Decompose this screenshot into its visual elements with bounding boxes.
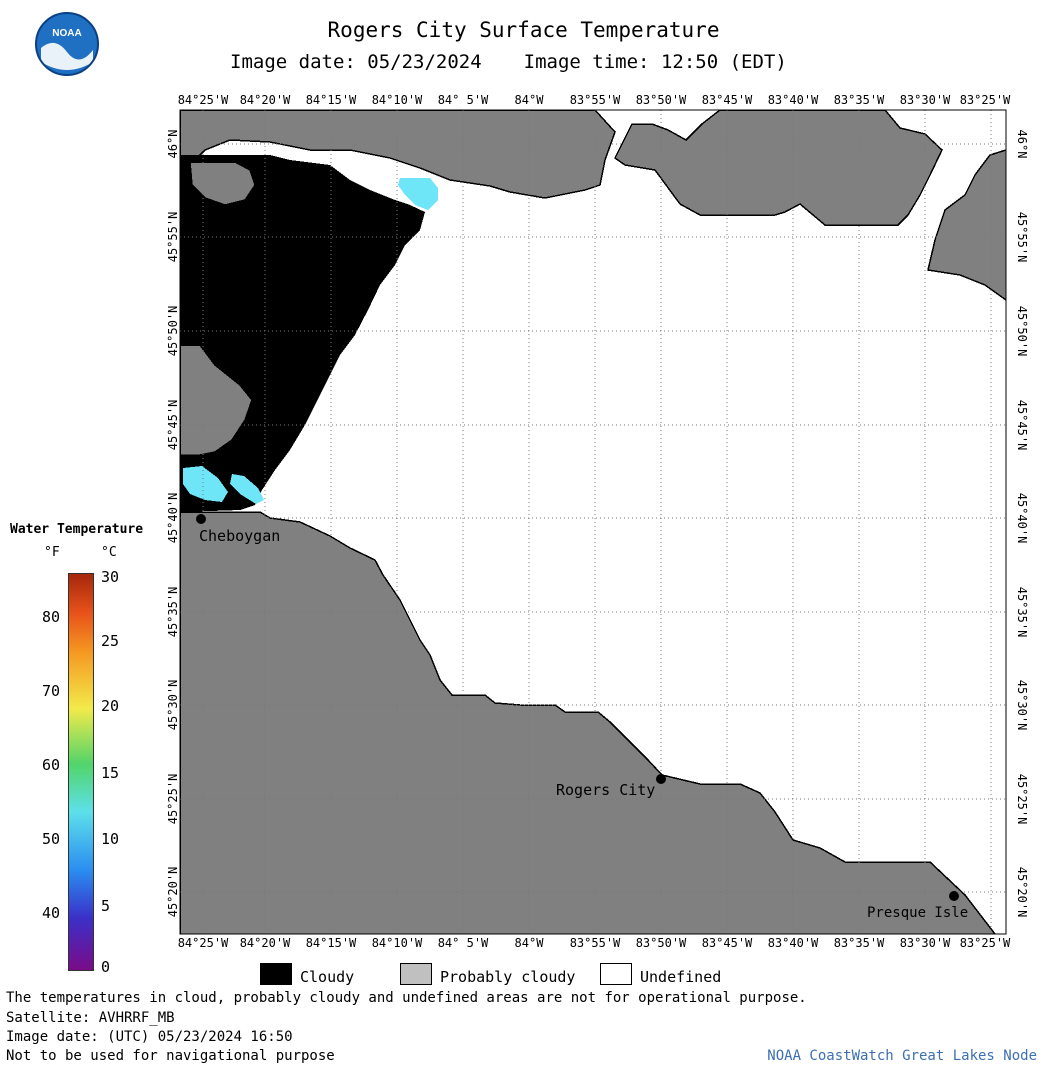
c-tick: 25 [101, 632, 120, 650]
place-label-cheboygan: Cheboygan [199, 527, 280, 545]
lon-label-bottom: 84°25'W [178, 936, 229, 950]
key-label-probably-cloudy: Probably cloudy [440, 968, 576, 986]
key-swatch-cloudy [260, 963, 292, 985]
c-tick: 0 [101, 958, 111, 976]
satellite-note: Satellite: AVHRRF_MB [6, 1010, 175, 1026]
land-east-point [927, 149, 1006, 301]
lat-label-left: 45°50'N [166, 306, 180, 357]
f-tick: 80 [41, 608, 60, 626]
lat-label-left: 45°25'N [166, 774, 180, 825]
water-cells-west [183, 466, 228, 502]
credit-note: NOAA CoastWatch Great Lakes Node [767, 1048, 1037, 1064]
lon-label-bottom: 83°50'W [636, 936, 687, 950]
lat-label-right: 45°50'N [1015, 306, 1029, 357]
lat-label-right: 45°55'N [1015, 212, 1029, 263]
c-tick: 15 [101, 764, 120, 782]
utc-date-note: Image date: (UTC) 05/23/2024 16:50 [6, 1029, 293, 1045]
c-tick: 30 [101, 568, 120, 586]
land-north-inlet [189, 161, 256, 206]
logo-text: NOAA [52, 28, 81, 39]
unit-fahrenheit: °F [44, 545, 60, 560]
lon-label-top: 83°40'W [768, 93, 819, 107]
f-tick: 60 [41, 756, 60, 774]
lon-label-top: 84° 5'W [438, 93, 489, 107]
lon-label-top: 83°30'W [900, 93, 951, 107]
lat-label-right: 46°N [1015, 130, 1029, 159]
lon-label-bottom: 83°35'W [834, 936, 885, 950]
water-cells-north [398, 178, 438, 210]
lat-label-right: 45°25'N [1015, 774, 1029, 825]
key-swatch-undefined [600, 963, 632, 985]
lat-label-left: 45°30'N [166, 680, 180, 731]
lon-label-bottom: 83°40'W [768, 936, 819, 950]
lon-label-bottom: 83°25'W [960, 936, 1011, 950]
cheboygan-marker [196, 514, 206, 524]
cloud-cover [180, 155, 425, 512]
lon-label-bottom: 84°15'W [306, 936, 357, 950]
water-cells-west-2 [230, 474, 264, 504]
legend-title: Water Temperature [10, 522, 144, 537]
image-time: Image time: 12:50 (EDT) [523, 51, 787, 73]
place-label-presque-isle: Presque Isle [867, 905, 968, 921]
noaa-logo: NOAA [35, 12, 99, 76]
lon-label-top: 83°50'W [636, 93, 687, 107]
land-northeast [614, 110, 943, 226]
lat-label-right: 45°30'N [1015, 680, 1029, 731]
f-tick: 50 [41, 830, 60, 848]
c-tick: 20 [101, 697, 120, 715]
lat-label-left: 45°55'N [166, 212, 180, 263]
lat-label-right: 45°35'N [1015, 587, 1029, 638]
lon-label-top: 83°45'W [702, 93, 753, 107]
lon-label-bottom: 84°W [515, 936, 545, 950]
lat-label-left: 46°N [166, 130, 180, 159]
rogers-city-marker [656, 774, 666, 784]
lon-label-top: 83°35'W [834, 93, 885, 107]
lat-label-left: 45°40'N [166, 493, 180, 544]
lon-label-bottom: 83°45'W [702, 936, 753, 950]
temperature-colorbar [68, 573, 94, 971]
f-tick: 70 [41, 682, 60, 700]
lon-label-bottom: 84°20'W [240, 936, 291, 950]
map-frame [179, 109, 1007, 935]
c-tick: 10 [101, 830, 120, 848]
lon-label-top: 84°10'W [372, 93, 423, 107]
lon-label-bottom: 84° 5'W [438, 936, 489, 950]
disclaimer-note: The temperatures in cloud, probably clou… [6, 990, 807, 1006]
map-title: Rogers City Surface Temperature [327, 18, 720, 42]
unit-celsius: °C [101, 545, 117, 560]
lat-label-right: 45°40'N [1015, 493, 1029, 544]
lat-label-right: 45°45'N [1015, 400, 1029, 451]
key-label-undefined: Undefined [640, 968, 722, 986]
image-date: Image date: 05/23/2024 [230, 51, 482, 73]
lon-label-top: 84°15'W [306, 93, 357, 107]
lon-label-top: 84°20'W [240, 93, 291, 107]
lon-label-top: 83°55'W [570, 93, 621, 107]
image-datetime: Image date: 05/23/2024 Image time: 12:50 … [230, 51, 787, 73]
lat-label-right: 45°20'N [1015, 867, 1029, 918]
lon-label-bottom: 83°30'W [900, 936, 951, 950]
navigation-note: Not to be used for navigational purpose [6, 1048, 335, 1064]
lat-label-left: 45°45'N [166, 400, 180, 451]
lat-label-left: 45°35'N [166, 587, 180, 638]
lon-label-bottom: 84°10'W [372, 936, 423, 950]
f-tick: 40 [41, 904, 60, 922]
c-tick: 5 [101, 897, 111, 915]
lat-label-left: 45°20'N [166, 867, 180, 918]
lon-label-top: 84°W [515, 93, 545, 107]
place-label-rogers-city: Rogers City [556, 781, 655, 799]
land-south-shore [180, 511, 996, 934]
key-label-cloudy: Cloudy [300, 968, 355, 986]
lon-label-top: 84°25'W [178, 93, 229, 107]
presque-isle-marker [949, 891, 959, 901]
lon-label-bottom: 83°55'W [570, 936, 621, 950]
key-swatch-probably-cloudy [400, 963, 432, 985]
lon-label-top: 83°25'W [960, 93, 1011, 107]
